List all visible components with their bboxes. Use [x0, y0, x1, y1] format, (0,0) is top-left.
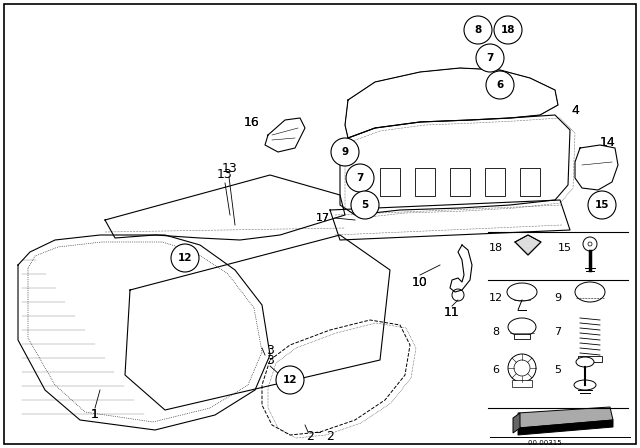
Bar	[578, 356, 602, 362]
Polygon shape	[518, 407, 613, 428]
Bar	[415, 168, 435, 196]
Text: 12: 12	[283, 375, 297, 385]
Ellipse shape	[575, 282, 605, 302]
Circle shape	[276, 366, 304, 394]
Circle shape	[331, 138, 359, 166]
Text: 10: 10	[412, 276, 428, 289]
Text: 18: 18	[500, 25, 515, 35]
Text: 6: 6	[497, 80, 504, 90]
Polygon shape	[515, 235, 541, 255]
Text: 2: 2	[306, 431, 314, 444]
Ellipse shape	[507, 283, 537, 301]
Polygon shape	[518, 420, 613, 435]
Circle shape	[514, 360, 530, 376]
Circle shape	[346, 164, 374, 192]
Circle shape	[452, 289, 464, 301]
Text: 3: 3	[266, 353, 274, 366]
Circle shape	[508, 354, 536, 382]
Text: 9: 9	[341, 147, 349, 157]
Text: 4: 4	[571, 103, 579, 116]
Circle shape	[588, 242, 592, 246]
Text: 5: 5	[362, 200, 369, 210]
Bar	[485, 168, 505, 196]
Bar	[380, 168, 400, 196]
Text: 3: 3	[266, 344, 274, 357]
Circle shape	[494, 16, 522, 44]
Text: 10: 10	[412, 276, 428, 289]
Circle shape	[588, 191, 616, 219]
Text: 11: 11	[444, 306, 460, 319]
Text: 8: 8	[492, 327, 500, 337]
Text: 6: 6	[493, 365, 499, 375]
Text: 2: 2	[326, 431, 334, 444]
Circle shape	[583, 237, 597, 251]
Text: 7: 7	[554, 327, 561, 337]
Text: 16: 16	[244, 116, 260, 129]
Text: 15: 15	[595, 200, 609, 210]
Text: 13: 13	[222, 161, 238, 175]
Text: 17: 17	[316, 213, 330, 223]
Text: 5: 5	[554, 365, 561, 375]
Text: 12: 12	[489, 293, 503, 303]
Text: 4: 4	[571, 103, 579, 116]
Text: 1: 1	[91, 409, 99, 422]
Circle shape	[171, 244, 199, 272]
Ellipse shape	[574, 380, 596, 390]
Polygon shape	[513, 413, 520, 433]
Text: 7: 7	[486, 53, 493, 63]
Text: 17: 17	[316, 213, 330, 223]
Bar	[450, 168, 470, 196]
Ellipse shape	[508, 318, 536, 336]
Bar	[514, 334, 530, 339]
Text: 14: 14	[600, 135, 616, 148]
Text: 8: 8	[474, 25, 482, 35]
Bar	[512, 380, 532, 387]
Text: 12: 12	[178, 253, 192, 263]
Circle shape	[464, 16, 492, 44]
Text: 15: 15	[558, 243, 572, 253]
Text: 16: 16	[244, 116, 260, 129]
Bar	[520, 168, 540, 196]
Text: 11: 11	[444, 306, 460, 319]
Text: 13: 13	[217, 168, 233, 181]
Text: 18: 18	[489, 243, 503, 253]
Text: 00 00315: 00 00315	[528, 440, 562, 446]
Circle shape	[351, 191, 379, 219]
Ellipse shape	[576, 357, 594, 367]
Text: 7: 7	[356, 173, 364, 183]
Text: 1: 1	[91, 409, 99, 422]
Text: 9: 9	[554, 293, 561, 303]
Circle shape	[476, 44, 504, 72]
Text: 14: 14	[600, 135, 616, 148]
Circle shape	[486, 71, 514, 99]
